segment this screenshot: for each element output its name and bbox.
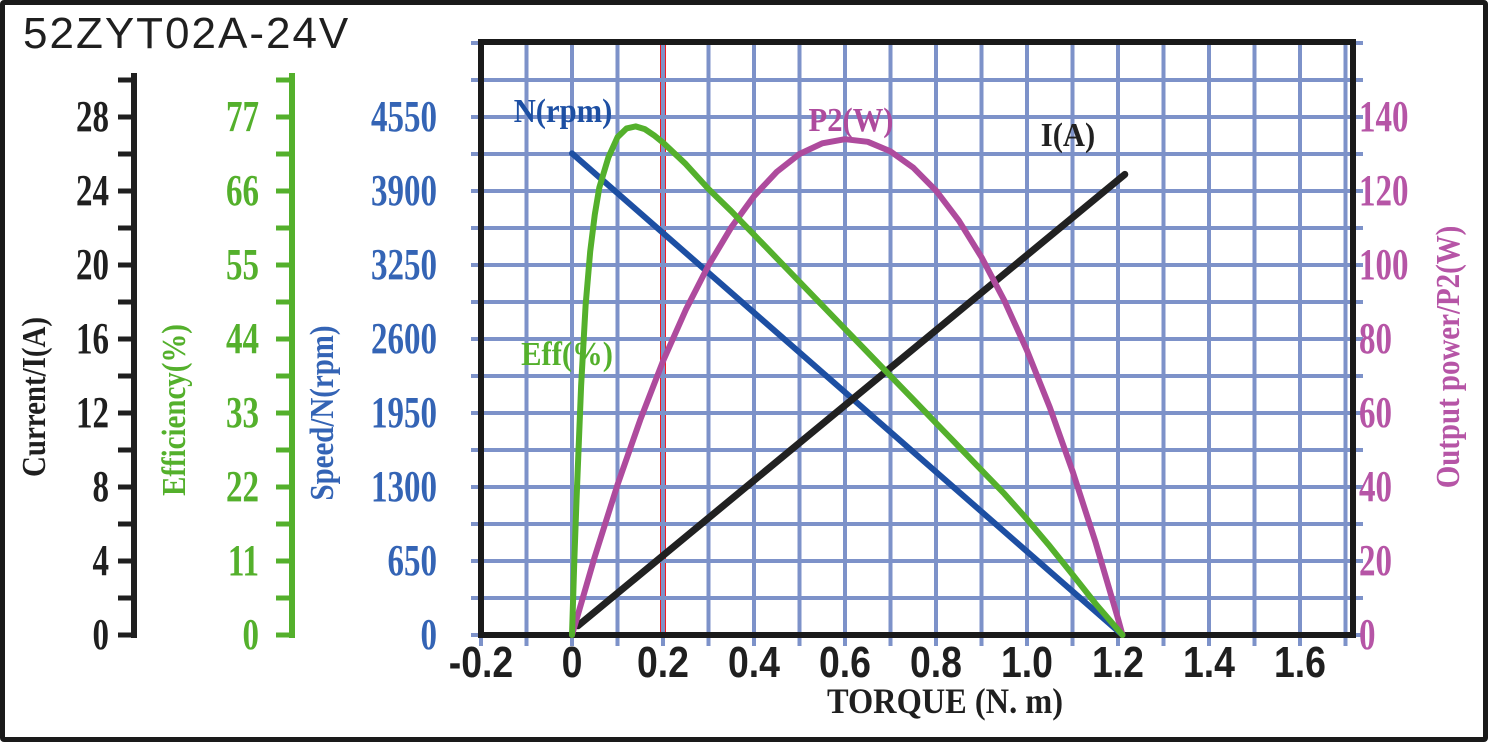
y-tick-speed-1300: 1300 [371,462,437,511]
y-tick-current-4: 4 [92,536,110,585]
x-tick-0.2: 0.2 [636,638,689,687]
y-tick-efficiency-55: 55 [226,240,259,289]
y-tick-power-20: 20 [1359,536,1392,585]
x-tick-1.4: 1.4 [1182,638,1235,687]
y-tick-efficiency-33: 33 [226,388,259,437]
curve-speed [569,150,1126,638]
curve-power [569,136,1126,638]
x-tick-1.2: 1.2 [1091,638,1144,687]
curve-label-current: I(A) [1040,117,1096,154]
y-tick-power-80: 80 [1359,314,1392,363]
curve-label-speed: N(rpm) [513,93,613,130]
x-tick--0.2: -0.2 [448,638,514,687]
x-tick-0.8: 0.8 [909,638,962,687]
curve-current [574,170,1129,630]
x-tick-0.6: 0.6 [818,638,871,687]
y-tick-current-16: 16 [76,314,109,363]
y-tick-power-120: 120 [1359,166,1409,215]
curve-label-efficiency: Eff(%) [521,336,613,373]
y-tick-current-24: 24 [76,166,109,215]
y-tick-speed-2600: 2600 [371,314,437,363]
y-tick-speed-4550: 4550 [371,92,437,141]
x-tick-0: 0 [561,638,583,687]
plot-canvas [118,39,1363,646]
x-tick-1.6: 1.6 [1273,638,1326,687]
y-tick-efficiency-0: 0 [242,610,260,659]
y-tick-efficiency-77: 77 [226,92,259,141]
y-tick-power-0: 0 [1359,610,1376,659]
y-tick-speed-0: 0 [420,610,438,659]
y-tick-current-12: 12 [76,388,109,437]
y-tick-current-28: 28 [76,92,109,141]
y-tick-power-100: 100 [1359,240,1409,289]
y-tick-speed-3900: 3900 [371,166,437,215]
y-tick-efficiency-22: 22 [226,462,259,511]
y-tick-speed-650: 650 [387,536,438,585]
y-tick-efficiency-66: 66 [226,166,259,215]
x-tick-1.0: 1.0 [1000,638,1053,687]
y-tick-current-20: 20 [76,240,109,289]
plot-border [478,39,1356,638]
y-tick-efficiency-44: 44 [226,314,259,363]
x-axis-title: TORQUE (N. m) [826,681,1064,721]
x-tick-0.4: 0.4 [727,638,780,687]
curve-efficiency [569,123,1126,638]
y-tick-efficiency-11: 11 [227,536,259,585]
y-tick-speed-3250: 3250 [371,240,437,289]
y-tick-speed-1950: 1950 [371,388,437,437]
y-tick-current-0: 0 [92,610,110,659]
y-tick-power-40: 40 [1359,462,1392,511]
chart-title: 52ZYT02A-24V [23,9,351,58]
y-tick-current-8: 8 [92,462,110,511]
y-tick-power-60: 60 [1359,388,1392,437]
y-tick-power-140: 140 [1359,92,1409,141]
curve-label-power: P2(W) [808,102,894,139]
